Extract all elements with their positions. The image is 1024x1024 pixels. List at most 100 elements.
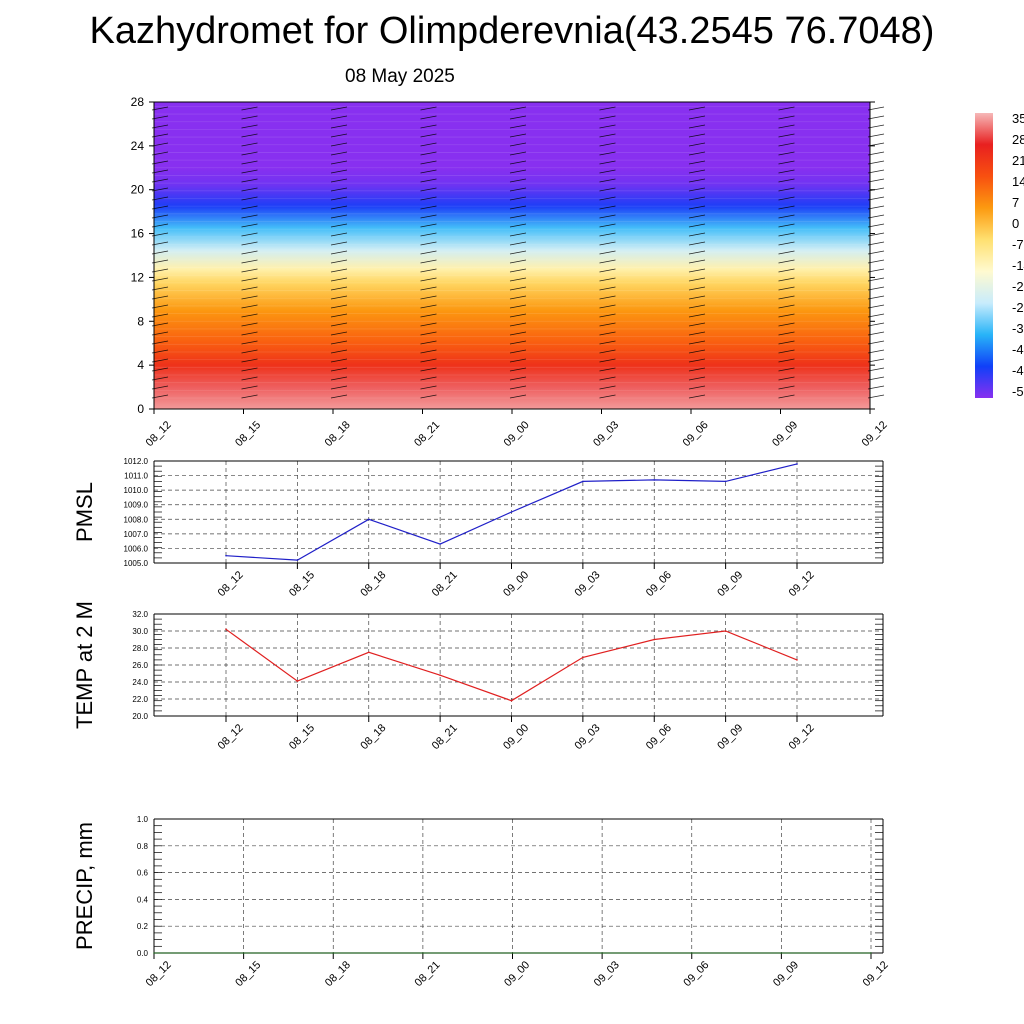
wind-barb [867, 340, 885, 345]
wind-barb [151, 205, 169, 210]
colorbar-label: -49 [1012, 363, 1024, 378]
wind-barb [241, 214, 258, 219]
wind-barb [509, 313, 527, 318]
colorbar-label: 28 [1012, 132, 1024, 147]
wind-barb [688, 340, 706, 345]
wind-barb [688, 115, 706, 120]
wind-barb [420, 178, 437, 183]
wind-barb [599, 196, 616, 201]
y-tick-label: 22.0 [132, 695, 148, 704]
data-point [724, 480, 727, 483]
wind-barb [151, 259, 169, 264]
wind-barb [509, 268, 527, 273]
wind-barb [330, 376, 348, 381]
wind-barb [241, 268, 258, 273]
wind-barb [778, 349, 795, 354]
wind-barb [241, 286, 258, 291]
wind-barb [241, 394, 258, 399]
wind-barb [420, 349, 437, 354]
wind-barb [867, 349, 885, 354]
x-tick-label: 09_12 [861, 959, 891, 989]
wind-barb [778, 340, 795, 345]
wind-barb [151, 331, 169, 336]
wind-barb [151, 223, 169, 228]
wind-barb [509, 385, 527, 390]
wind-barb [509, 367, 527, 372]
wind-barb [509, 250, 527, 255]
wind-barb [509, 115, 527, 120]
wind-barb [509, 142, 527, 147]
wind-barb [420, 385, 437, 390]
wind-barb [867, 286, 885, 291]
wind-barb [867, 358, 885, 363]
x-tick-label: 09_00 [502, 959, 532, 989]
wind-barb [420, 232, 437, 237]
colorbar [975, 113, 993, 398]
wind-barb [688, 214, 706, 219]
x-tick-label: 08_12 [144, 959, 174, 989]
wind-barb [241, 313, 258, 318]
wind-barb [778, 223, 795, 228]
wind-barb [599, 124, 616, 129]
wind-barb [509, 214, 527, 219]
wind-barb [599, 115, 616, 120]
data-point [153, 952, 155, 954]
wind-barb [420, 205, 437, 210]
data-point [653, 638, 656, 641]
wind-barb [151, 115, 169, 120]
wind-barb [330, 295, 348, 300]
wind-barb [330, 277, 348, 282]
wind-barb [509, 187, 527, 192]
wind-barb [241, 277, 258, 282]
wind-barb [778, 331, 795, 336]
wind-barb [241, 115, 258, 120]
data-point [367, 518, 370, 521]
wind-barb [867, 205, 885, 210]
wind-barb [509, 322, 527, 327]
wind-barb [420, 142, 437, 147]
wind-barb [420, 313, 437, 318]
wind-barb [599, 205, 616, 210]
wind-barb [867, 241, 885, 246]
colorbar-label: -14 [1012, 258, 1024, 273]
wind-barb [241, 331, 258, 336]
wind-barb [420, 196, 437, 201]
wind-barb [778, 169, 795, 174]
data-point [422, 952, 424, 954]
x-tick-label: 09_09 [715, 569, 745, 599]
wind-barb [151, 322, 169, 327]
colorbar-label: -42 [1012, 342, 1024, 357]
data-point [582, 480, 584, 483]
wind-barb [330, 196, 348, 201]
wind-barb [509, 169, 527, 174]
wind-barb [151, 214, 169, 219]
wind-barb [330, 250, 348, 255]
wind-barb [509, 160, 527, 165]
wind-barb [420, 241, 437, 246]
data-point [510, 699, 513, 702]
y-tick-label: 1012.0 [124, 457, 149, 466]
y-tick-label: 0.0 [137, 949, 149, 958]
wind-barb [151, 376, 169, 381]
y-tick-label: 1007.0 [124, 530, 149, 539]
wind-barb [330, 367, 348, 372]
wind-barb [778, 232, 795, 237]
wind-barb [420, 115, 437, 120]
wind-barb [151, 178, 169, 183]
data-point [367, 651, 370, 654]
wind-barb [241, 259, 258, 264]
wind-barb [867, 232, 885, 237]
wind-barb [151, 340, 169, 345]
wind-barb [778, 187, 795, 192]
wind-barb [241, 385, 258, 390]
wind-barb [688, 349, 706, 354]
wind-barb [330, 241, 348, 246]
x-tick-label: 08_15 [233, 959, 263, 989]
wind-barb [778, 394, 795, 399]
wind-barb [778, 322, 795, 327]
wind-barb [688, 241, 706, 246]
y-tick-label: 28.0 [132, 644, 148, 653]
x-tick-label: 09_00 [501, 722, 531, 752]
wind-barb [778, 277, 795, 282]
